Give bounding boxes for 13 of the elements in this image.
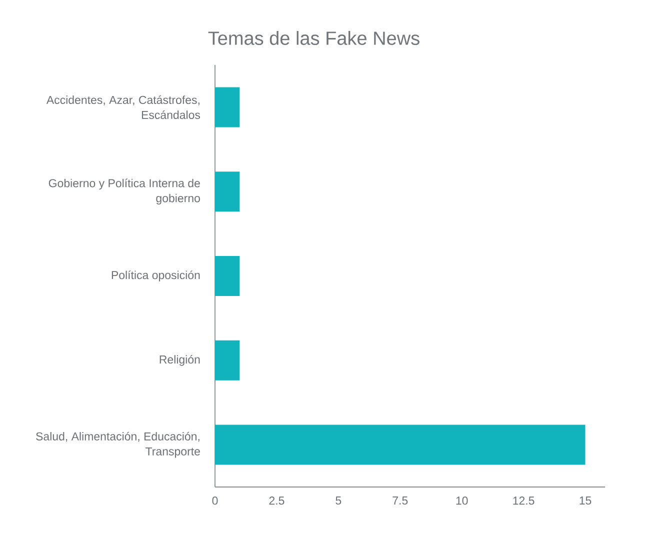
x-tick-label: 15 [580,496,592,505]
x-tick-label: 12.5 [513,496,534,505]
y-tick-label: Gobierno y Política Interna de gobierno [48,178,200,205]
y-tick-label: Accidentes, Azar, Catástrofes, Escándalos [46,95,200,119]
x-tick-label: 0 [212,496,218,505]
x-tick-label: 7.5 [392,496,408,505]
x-tick-label: 5 [336,496,342,505]
y-tick-label: Política oposición [112,270,200,282]
chart-title: Temas de las Fake News [208,31,420,45]
y-tick-label: Salud, Alimentación, Educación, Transporte [36,432,200,458]
x-tick-label: 10 [456,496,468,505]
x-tick-label: 2.5 [269,496,284,505]
y-tick-label: Religión [160,354,200,366]
